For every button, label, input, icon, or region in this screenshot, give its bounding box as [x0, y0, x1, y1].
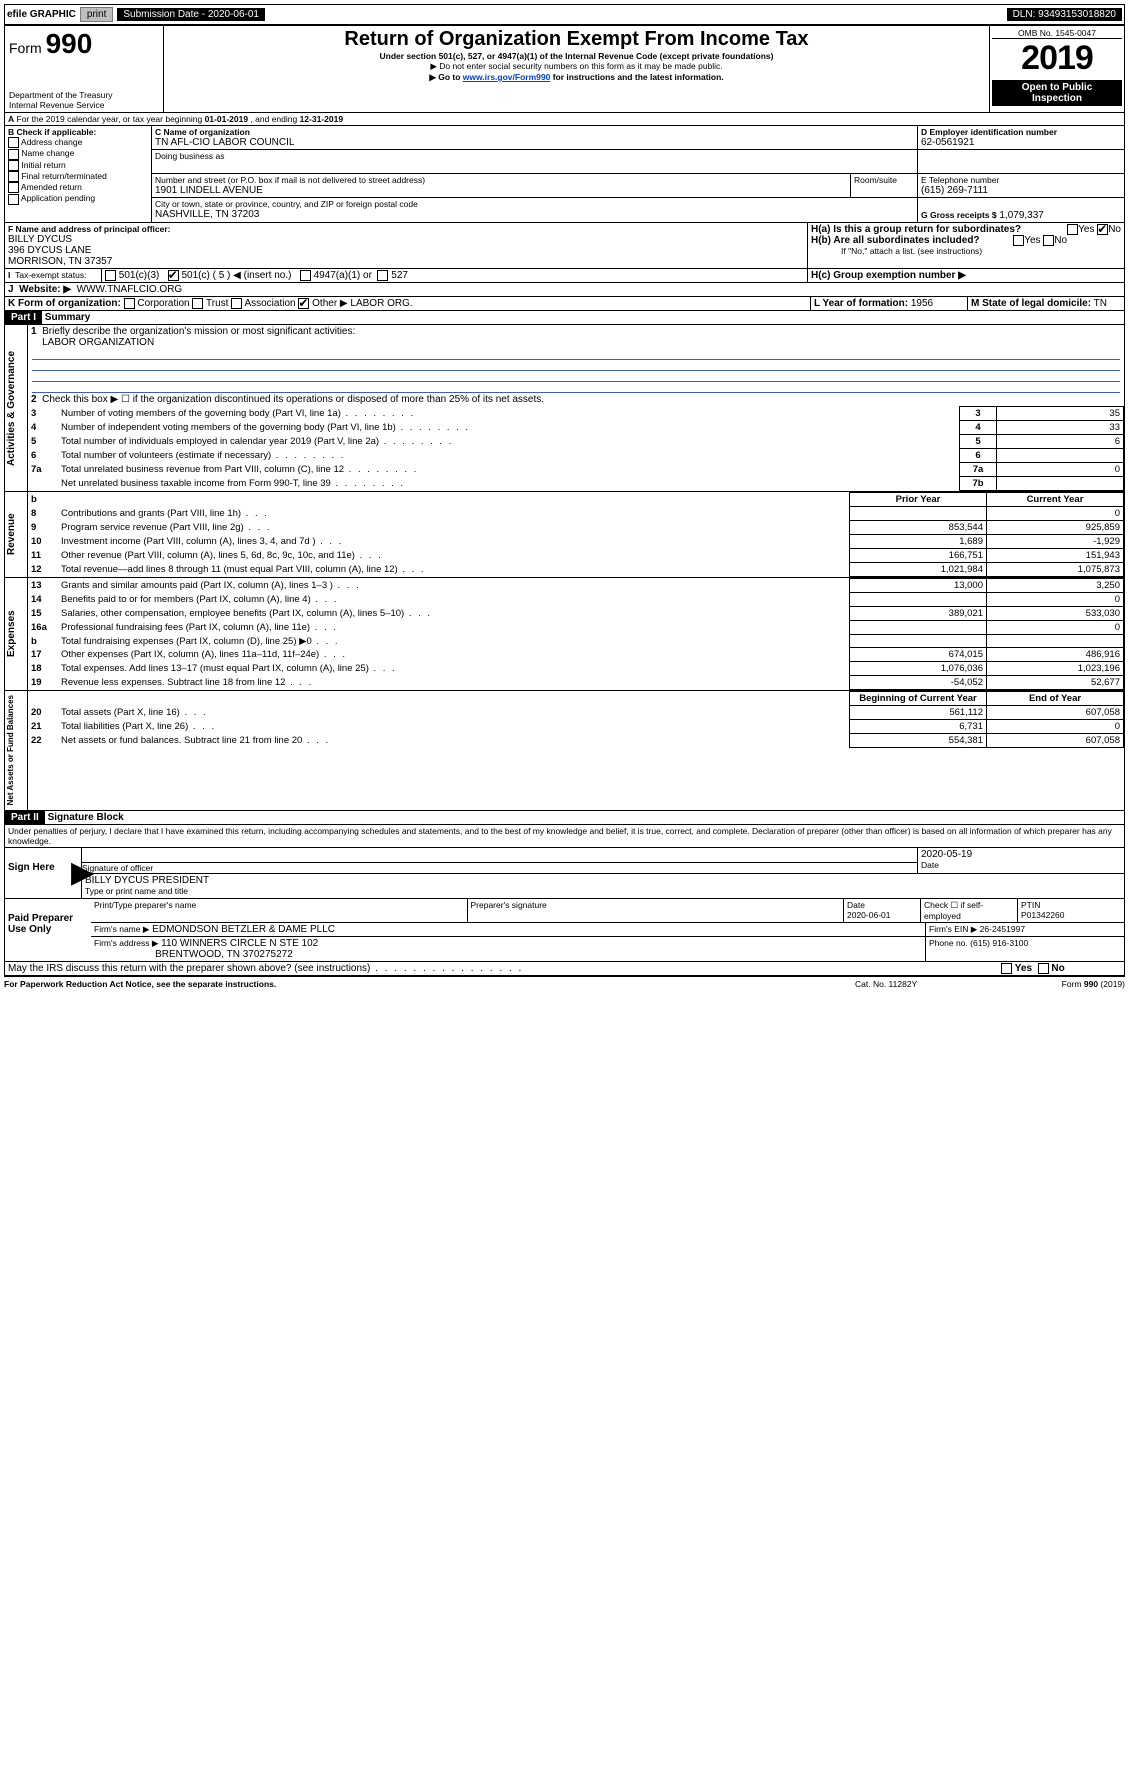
part-i-title: Summary [45, 312, 91, 323]
h-a: H(a) Is this a group return for subordin… [811, 224, 1121, 235]
expenses-table: 13Grants and similar amounts paid (Part … [28, 578, 1124, 690]
chk-pending[interactable]: Application pending [8, 193, 148, 204]
c-label: C Name of organization [155, 127, 914, 137]
firm-ein: 26-2451997 [980, 924, 1025, 934]
room-suite: Room/suite [851, 174, 918, 197]
d-label: D Employer identification number [921, 127, 1121, 137]
line2-text: Check this box ▶ ☐ if the organization d… [42, 394, 544, 405]
tax-year: 2019 [992, 39, 1122, 78]
dba-label: Doing business as [155, 151, 914, 161]
i-label: I Tax-exempt status: [5, 269, 102, 282]
firm-name: EDMONDSON BETZLER & DAME PLLC [152, 924, 335, 935]
line1-text: Briefly describe the organization's miss… [42, 326, 355, 337]
pt-self-emp: Check ☐ if self-employed [921, 899, 1018, 922]
governance-table: 3Number of voting members of the governi… [28, 406, 1124, 491]
form-number: Form 990 [9, 28, 159, 60]
k-form-org: K Form of organization: Corporation Trus… [5, 297, 810, 310]
phone: (615) 269-7111 [921, 185, 1121, 196]
sign-here-block: Sign Here ▶ Signature of officer 2020-05… [5, 848, 1124, 899]
g-label: G Gross receipts $ [921, 210, 997, 220]
sign-here: Sign Here [5, 848, 71, 898]
print-button[interactable]: print [80, 7, 113, 22]
chk-amended[interactable]: Amended return [8, 182, 148, 193]
h-b: H(b) Are all subordinates included? Yes … [811, 235, 1121, 246]
chk-final[interactable]: Final return/terminated [8, 171, 148, 182]
sig-date: 2020-05-19 [921, 849, 1121, 860]
paid-preparer: Paid Preparer Use Only [5, 899, 91, 961]
tax-status: 501(c)(3) 501(c) ( 5 ) ◀ (insert no.) 49… [102, 269, 807, 282]
j-website: J Website: ▶ WWW.TNAFLCIO.ORG [5, 283, 185, 296]
pra-notice: For Paperwork Reduction Act Notice, see … [4, 979, 855, 989]
vlabel-governance: Activities & Governance [5, 325, 27, 491]
form-header: Form 990 Department of the Treasury Inte… [5, 26, 1124, 113]
part-i-body: Activities & Governance 1 Briefly descri… [5, 325, 1124, 491]
form-title: Return of Organization Exempt From Incom… [168, 28, 985, 51]
firm-addr: 110 WINNERS CIRCLE N STE 102 [161, 938, 318, 949]
date-label: Date [921, 860, 1121, 870]
street-address: 1901 LINDELL AVENUE [155, 185, 847, 196]
revenue-table: bPrior YearCurrent Year8Contributions an… [28, 492, 1124, 577]
vlabel-revenue: Revenue [5, 492, 27, 577]
open-to-public: Open to PublicInspection [992, 80, 1122, 106]
pt-sig-label: Preparer's signature [471, 900, 547, 910]
top-toolbar: efile GRAPHIC print Submission Date - 20… [4, 4, 1125, 25]
chk-address[interactable]: Address change [8, 137, 148, 148]
org-name: TN AFL-CIO LABOR COUNCIL [155, 137, 914, 148]
firm-addr2: BRENTWOOD, TN 370275272 [155, 949, 293, 960]
irs-link[interactable]: www.irs.gov/Form990 [463, 72, 551, 82]
vlabel-expenses: Expenses [5, 578, 27, 690]
may-discuss: May the IRS discuss this return with the… [8, 963, 370, 974]
subtitle-3: ▶ Go to www.irs.gov/Form990 for instruct… [168, 72, 985, 83]
declaration: Under penalties of perjury, I declare th… [5, 825, 1124, 848]
officer-addr2: MORRISON, TN 37357 [8, 256, 804, 267]
h-b-note: If "No," attach a list. (see instruction… [811, 246, 1121, 256]
mission: LABOR ORGANIZATION [42, 337, 154, 348]
vlabel-netassets: Net Assets or Fund Balances [5, 691, 27, 809]
f-label: F Name and address of principal officer: [8, 224, 804, 234]
city-state: NASHVILLE, TN 37203 [155, 209, 914, 220]
part-ii-title: Signature Block [48, 812, 124, 823]
irs-label: Internal Revenue Service [9, 100, 159, 110]
firm-phone: (615) 916-3100 [970, 938, 1028, 948]
sig-officer-label: Signature of officer [82, 863, 917, 873]
cat-no: Cat. No. 11282Y [855, 979, 1005, 989]
ein: 62-0561921 [921, 137, 1121, 148]
officer-print-name: BILLY DYCUS PRESIDENT [85, 875, 1121, 886]
pt-name-label: Print/Type preparer's name [94, 900, 196, 910]
ptin: P01342260 [1021, 910, 1065, 920]
h-c: H(c) Group exemption number ▶ [811, 270, 966, 281]
officer-addr1: 396 DYCUS LANE [8, 245, 804, 256]
m-state: M State of legal domicile: TN [967, 297, 1124, 310]
section-f-h: F Name and address of principal officer:… [5, 223, 1124, 269]
dept-treasury: Department of the Treasury [9, 90, 159, 100]
l-year: L Year of formation: 1956 [810, 297, 967, 310]
pt-date: 2020-06-01 [847, 910, 890, 920]
form-body: Form 990 Department of the Treasury Inte… [4, 25, 1125, 977]
section-b-c-d: B Check if applicable: Address change Na… [5, 126, 1124, 223]
form-footer: Form 990 (2019) [1005, 979, 1125, 989]
paid-preparer-block: Paid Preparer Use Only Print/Type prepar… [5, 899, 1124, 962]
part-ii-header: Part II [5, 811, 45, 824]
submission-date: Submission Date - 2020-06-01 [117, 8, 265, 21]
chk-initial[interactable]: Initial return [8, 160, 148, 171]
subtitle-1: Under section 501(c), 527, or 4947(a)(1)… [168, 51, 985, 61]
efile-label: efile GRAPHIC [7, 9, 76, 20]
netassets-table: Beginning of Current YearEnd of Year20To… [28, 691, 1124, 748]
gross-receipts: 1,079,337 [999, 210, 1044, 221]
addr-label: Number and street (or P.O. box if mail i… [155, 175, 847, 185]
dln: DLN: 93493153018820 [1007, 8, 1122, 21]
part-i-header: Part I [5, 311, 42, 324]
chk-name[interactable]: Name change [8, 148, 148, 159]
b-header: B Check if applicable: [8, 127, 148, 137]
print-name-label: Type or print name and title [85, 886, 1121, 896]
officer-name: BILLY DYCUS [8, 234, 804, 245]
city-label: City or town, state or province, country… [155, 199, 914, 209]
line-a: A For the 2019 calendar year, or tax yea… [5, 113, 346, 125]
subtitle-2: ▶ Do not enter social security numbers o… [168, 61, 985, 72]
e-label: E Telephone number [921, 175, 1121, 185]
omb-number: OMB No. 1545-0047 [992, 28, 1122, 39]
